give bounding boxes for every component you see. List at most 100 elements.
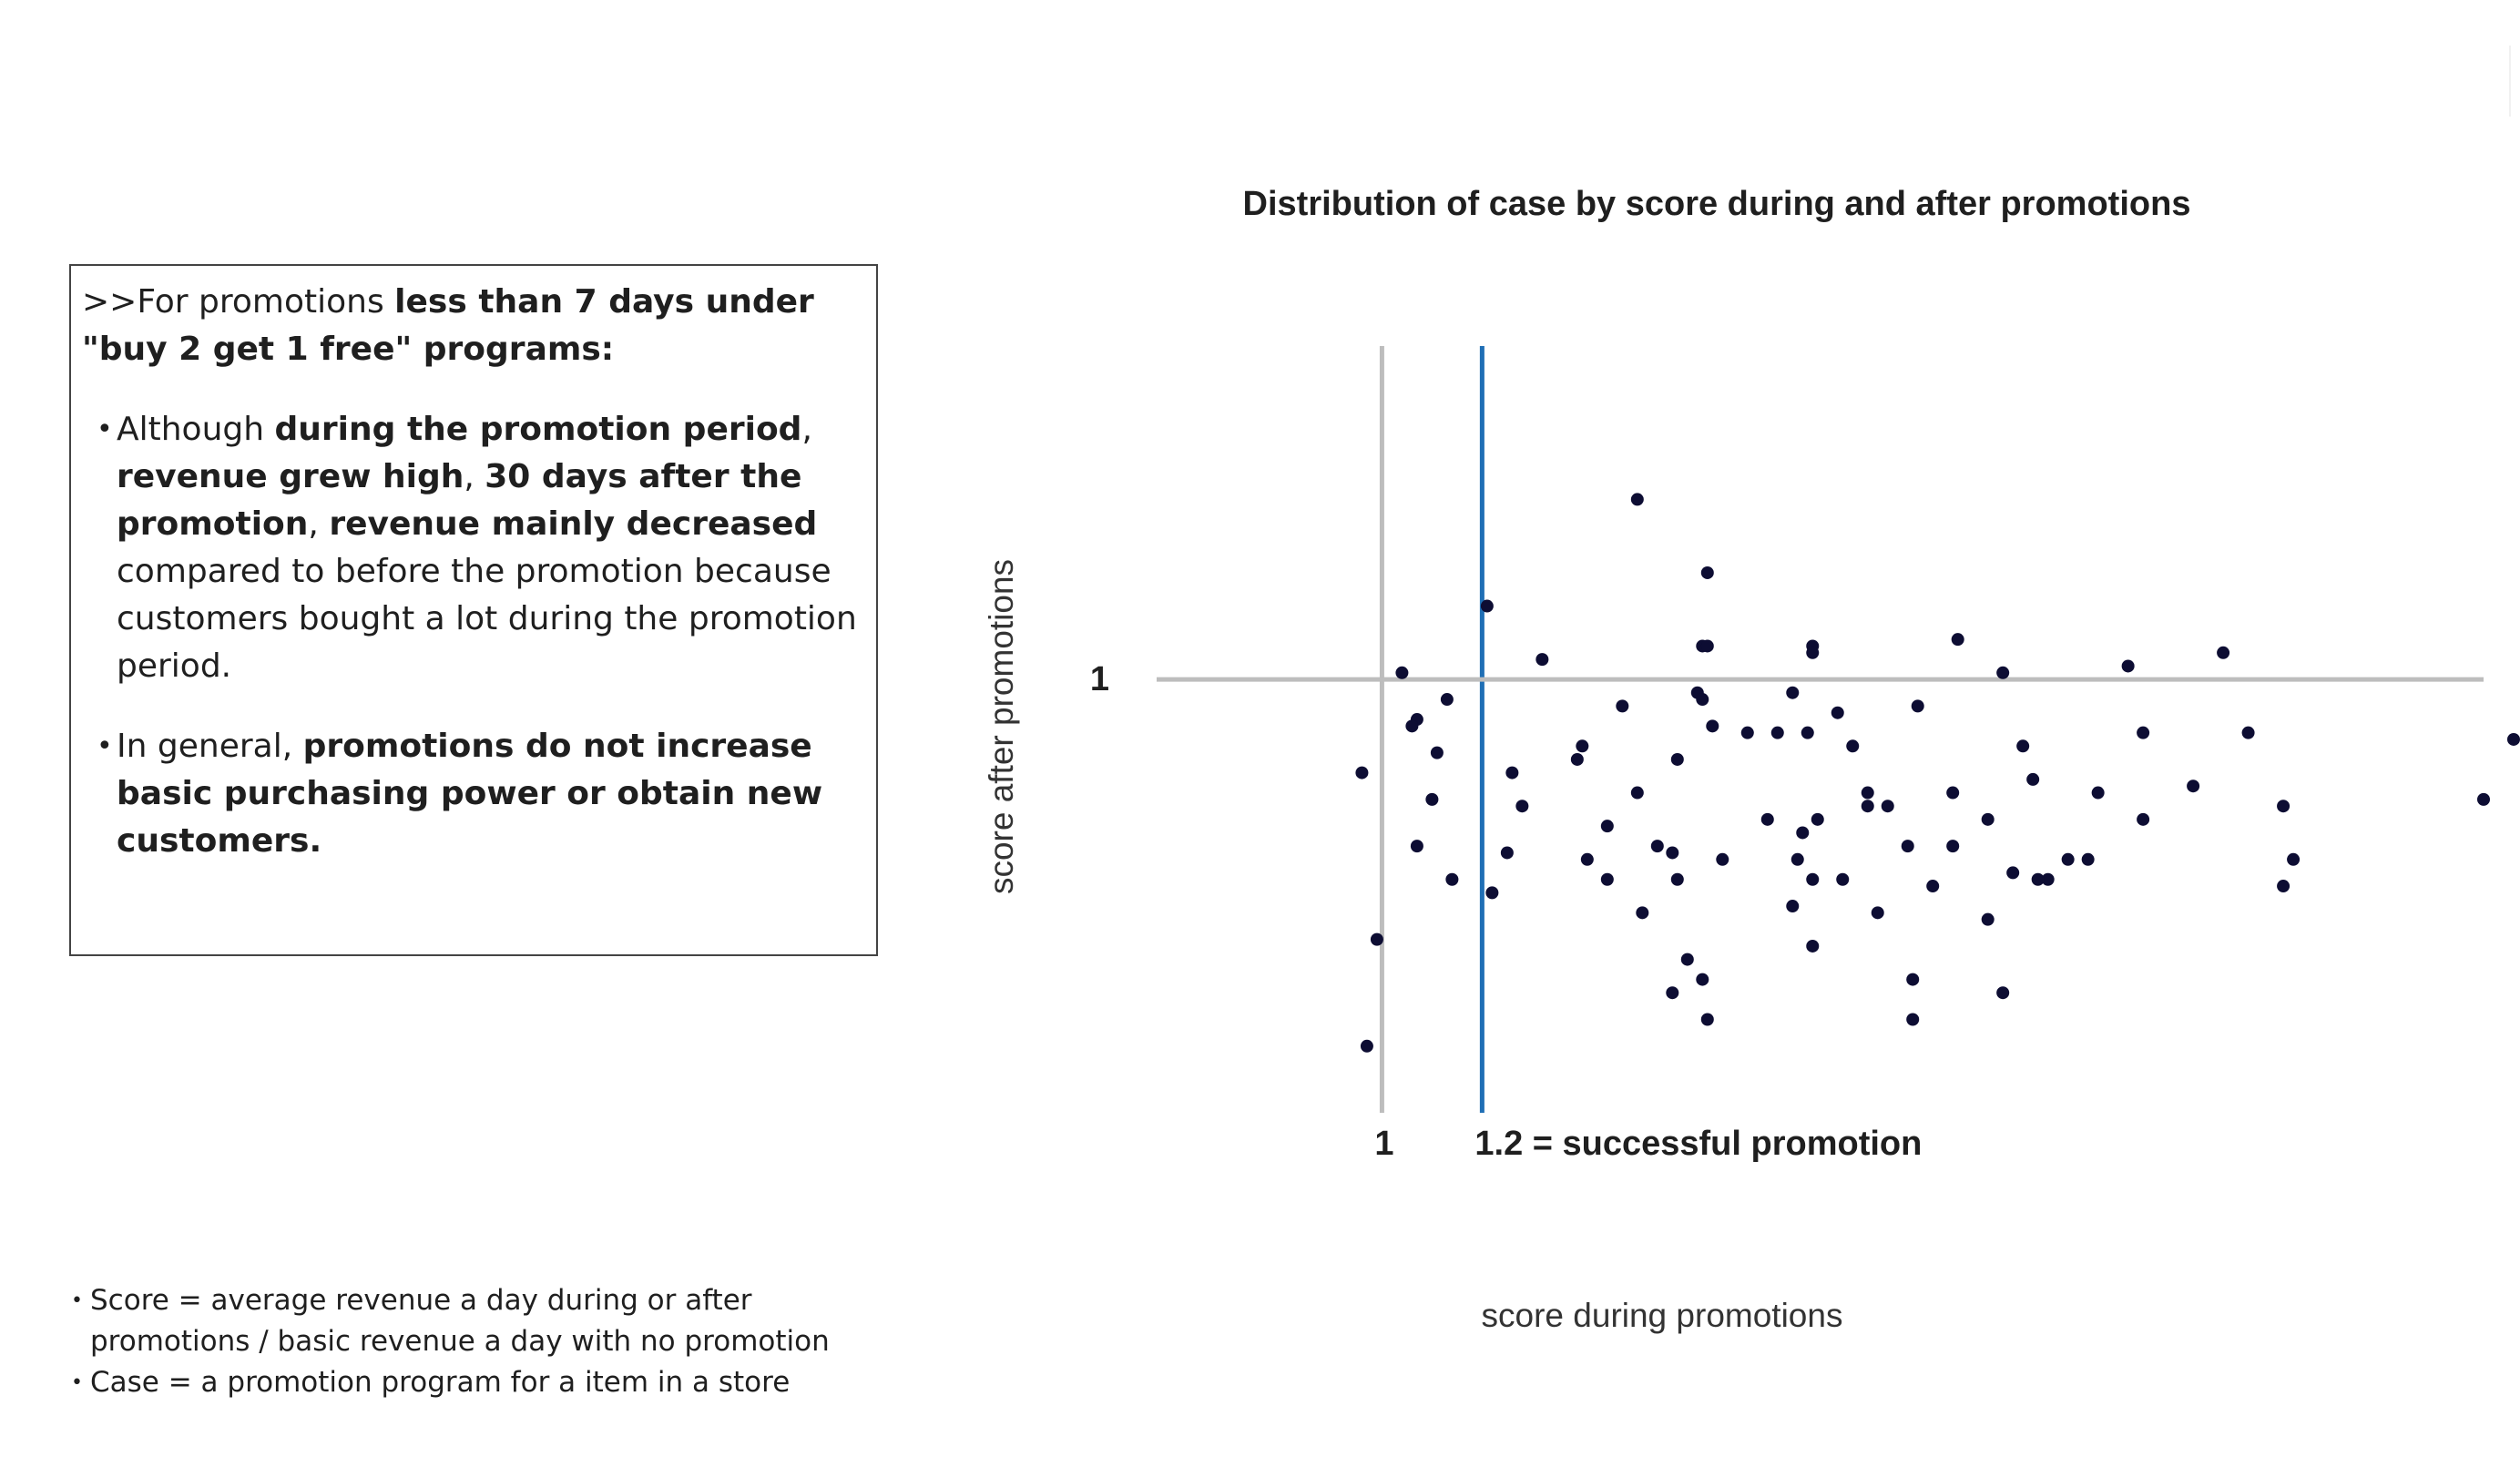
data-point-21 — [1706, 719, 1719, 733]
data-point-19 — [1911, 699, 1924, 713]
data-point-1 — [1700, 565, 1714, 579]
data-point-90 — [1360, 1039, 1373, 1053]
bullet2-bold-1: promotions do not increase basic purchas… — [117, 728, 823, 860]
bullet1-bold-4: revenue mainly decreased — [329, 505, 818, 543]
bullet2-text-1: In general, — [117, 728, 303, 765]
data-point-23 — [1770, 726, 1784, 739]
data-point-36 — [1505, 766, 1519, 779]
data-point-71 — [1670, 872, 1684, 886]
data-point-85 — [1696, 973, 1709, 986]
data-point-63 — [1716, 852, 1729, 866]
data-point-38 — [1630, 786, 1644, 800]
x-ref-label-0: 1 — [1374, 1125, 1393, 1163]
data-point-64 — [1791, 852, 1804, 866]
data-point-53 — [1600, 820, 1614, 833]
data-point-91 — [1445, 872, 1459, 886]
data-point-76 — [2277, 880, 2290, 893]
data-point-37 — [2026, 772, 2040, 786]
data-point-78 — [1636, 906, 1649, 920]
data-point-57 — [1901, 840, 1914, 853]
data-point-18 — [1831, 706, 1844, 719]
data-point-59 — [2287, 852, 2301, 866]
data-point-84 — [1906, 973, 1920, 986]
data-point-49 — [1760, 812, 1774, 826]
data-point-82 — [1806, 939, 1820, 953]
data-point-58 — [1946, 840, 1960, 853]
bullet-dot: • — [97, 730, 113, 762]
data-point-11 — [1996, 666, 2010, 679]
y-ref-label-2: 1 — [1090, 660, 1109, 698]
data-point-44 — [1861, 800, 1874, 813]
data-point-30 — [1576, 739, 1589, 753]
edge-divider — [2509, 46, 2511, 117]
data-point-81 — [1370, 932, 1383, 946]
data-point-86 — [1666, 986, 1679, 1000]
data-point-22 — [1740, 726, 1754, 739]
data-point-69 — [2031, 872, 2045, 886]
data-point-72 — [1806, 872, 1820, 886]
data-point-26 — [2241, 726, 2255, 739]
data-point-87 — [1996, 986, 2010, 1000]
data-point-68 — [2041, 872, 2055, 886]
note-case-text: Case = a promotion program for a item in… — [90, 1366, 791, 1399]
note-score: • Score = average revenue a day during or… — [69, 1280, 889, 1362]
data-point-43 — [1425, 792, 1439, 806]
chart-title: Distribution of case by score during and… — [1243, 185, 2191, 223]
data-point-61 — [1666, 846, 1679, 860]
data-point-17 — [1696, 693, 1709, 707]
data-point-35 — [1355, 766, 1369, 779]
data-point-80 — [1981, 912, 1995, 926]
insight-box: >>For promotions less than 7 days under … — [69, 264, 878, 956]
data-point-24 — [1801, 726, 1814, 739]
data-point-2 — [1480, 599, 1494, 613]
bullet1-bold-1: during the promotion period — [274, 411, 802, 448]
data-point-74 — [1926, 880, 1940, 893]
data-point-67 — [2006, 866, 2020, 880]
x-axis-label: score during promotions — [1482, 1297, 1843, 1334]
data-point-15 — [1440, 693, 1454, 707]
data-point-60 — [1500, 846, 1514, 860]
reference-lines: 1 1.2 = successful promotion 1 — [1090, 346, 2484, 1163]
data-point-9 — [1806, 646, 1820, 659]
data-point-50 — [1981, 812, 1995, 826]
note-case: • Case = a promotion program for a item i… — [69, 1362, 889, 1403]
data-point-41 — [2187, 779, 2200, 793]
data-point-0 — [1630, 493, 1644, 506]
data-point-55 — [1410, 840, 1423, 853]
data-point-28 — [2506, 732, 2520, 746]
data-point-75 — [1485, 886, 1499, 900]
data-point-46 — [2277, 800, 2290, 813]
data-point-47 — [2477, 792, 2490, 806]
data-point-89 — [1906, 1013, 1920, 1026]
data-point-16 — [1616, 699, 1629, 713]
data-point-12 — [2121, 659, 2135, 673]
definition-notes: • Score = average revenue a day during or… — [69, 1280, 889, 1403]
data-point-42 — [2091, 786, 2105, 800]
intro-prefix: >>For promotions — [82, 283, 395, 321]
y-axis-label: score after promotions — [983, 559, 1020, 894]
data-point-34 — [1670, 752, 1684, 766]
data-point-27 — [1405, 719, 1419, 733]
data-point-7 — [2217, 646, 2230, 659]
data-point-14 — [1786, 686, 1800, 699]
data-point-66 — [2081, 852, 2095, 866]
data-point-65 — [2061, 852, 2075, 866]
data-point-83 — [1680, 953, 1694, 966]
data-point-6 — [1951, 633, 1964, 647]
data-point-51 — [2137, 812, 2150, 826]
bullet1-bold-3: 30 days after the promotion — [117, 458, 802, 543]
data-point-8 — [1535, 653, 1549, 667]
bullet1-text-4: , — [308, 505, 330, 543]
data-point-70 — [1600, 872, 1614, 886]
bullet-dot: • — [71, 1289, 83, 1312]
data-point-40 — [1946, 786, 1960, 800]
data-point-54 — [1796, 826, 1810, 840]
x-ref-label-1: 1.2 = successful promotion — [1474, 1125, 1922, 1163]
data-point-77 — [1786, 900, 1800, 913]
insight-bullet-1: • Although during the promotion period, … — [82, 406, 865, 690]
data-point-32 — [2016, 739, 2030, 753]
insight-intro: >>For promotions less than 7 days under … — [82, 279, 865, 373]
data-point-62 — [1580, 852, 1594, 866]
bullet1-text-1: Although — [117, 411, 275, 448]
